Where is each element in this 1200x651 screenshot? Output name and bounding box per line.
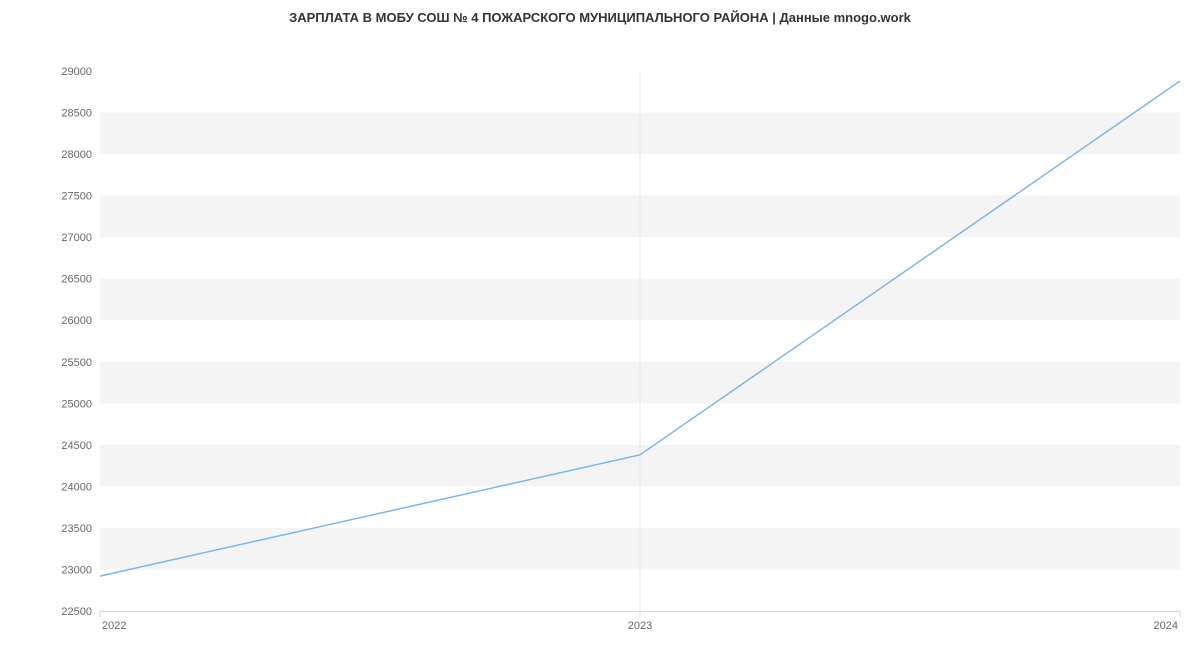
y-tick-label: 28000	[61, 149, 92, 161]
y-tick-label: 28500	[61, 108, 92, 120]
y-tick-label: 29000	[61, 66, 92, 78]
y-tick-label: 24000	[61, 481, 92, 493]
y-tick-label: 24500	[61, 440, 92, 452]
x-tick-label: 2023	[628, 620, 652, 632]
y-tick-label: 23500	[61, 523, 92, 535]
y-tick-label: 27500	[61, 191, 92, 203]
chart-title: ЗАРПЛАТА В МОБУ СОШ № 4 ПОЖАРСКОГО МУНИЦ…	[0, 0, 1200, 31]
chart-svg: 22500 23000 23500 24000 24500 25000 25500 26000…	[0, 31, 1200, 651]
x-tick-label: 2022	[102, 620, 126, 632]
y-tick-label: 23000	[61, 564, 92, 576]
y-tick-label: 26000	[61, 315, 92, 327]
y-tick-label: 25500	[61, 357, 92, 369]
y-tick-label: 27000	[61, 232, 92, 244]
x-tick-label: 2024	[1154, 620, 1178, 632]
y-tick-label: 22500	[61, 606, 92, 618]
y-tick-label: 26500	[61, 274, 92, 286]
y-tick-label: 25000	[61, 398, 92, 410]
chart-plot-area: 22500 23000 23500 24000 24500 25000 25500 26000…	[0, 31, 1200, 651]
